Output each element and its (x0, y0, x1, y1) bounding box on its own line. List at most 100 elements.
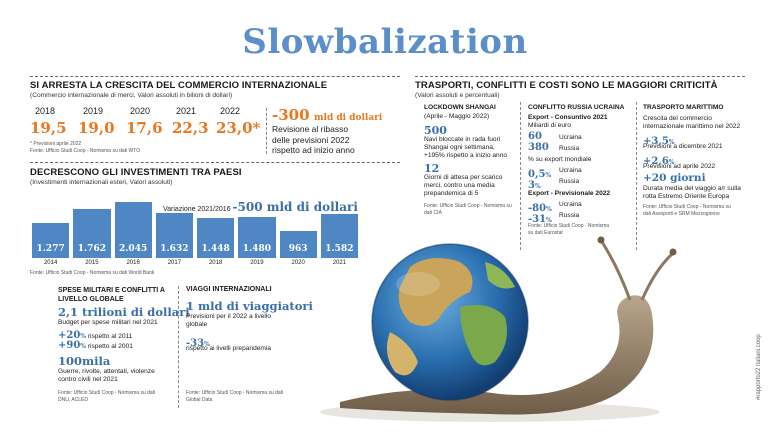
divider (178, 286, 179, 408)
military-big: 2,1 trilioni di dollari (58, 305, 190, 319)
travel-pct-unit: % (204, 341, 210, 348)
divider (520, 102, 521, 250)
investment-bar-chart: 1.277 2014 1.762 2015 2.045 2016 1.632 2017 1.44… (30, 196, 360, 272)
revision-value: -300 (272, 106, 310, 124)
maritime-v1-value: +3,5 (643, 136, 669, 147)
military-big-sub: Budget per spese militari nel 2021 (58, 319, 158, 326)
divider (30, 76, 400, 77)
travel-header: VIAGGI INTERNAZIONALI (186, 286, 272, 293)
military-header: SPESE MILITARI E CONFLITTI A LIVELLO GLO… (58, 286, 165, 304)
chart-x-tick-label: 2015 (85, 260, 99, 266)
ukraine-v1: 60 (528, 131, 542, 142)
trade-year: 2019 (83, 106, 104, 116)
maritime-v3: +20 giorni (643, 172, 706, 184)
military-source-line: DNU, ACLED (58, 396, 89, 403)
chart-x-tick-label: 2016 (126, 260, 140, 266)
invest-subheader: (Investimenti internazionali esteri, Val… (30, 179, 173, 186)
ukraine-v5-value: -80 (528, 203, 547, 214)
ukraine-export-header: Export - Consuntivo 2021 (528, 114, 608, 121)
ukraine-v4: 3% (528, 175, 541, 193)
maritime-source: Fonte: Ufficio Studi Coop - Nomisma su d… (643, 204, 731, 217)
revision-line: Revisione al ribasso (272, 124, 349, 134)
ukraine-v3: 0,5% (528, 164, 551, 182)
side-hashtag: #rapporto22 italiani.coop (756, 334, 762, 400)
military-p1-unit: % (80, 333, 86, 340)
trade-note: * Previsioni aprile 2022 (30, 141, 82, 147)
military-source: Fonte: Ufficio Studi Coop - Nomisma su d… (58, 390, 155, 403)
maritime-t1-line: internazionale marittimo nel 2022 (643, 123, 741, 131)
travel-big: 1 mld di viaggiatori (186, 299, 313, 313)
travel-sub: Previsioni per il 2022 a livello globale (186, 313, 271, 329)
travel-source-line: Global Data (186, 396, 213, 403)
military-p2: +90% rispetto al 2001 (58, 340, 133, 353)
revision-line: delle previsioni 2022 (272, 134, 350, 145)
variation-label: Variazione 2021/2016 (163, 206, 231, 213)
page-title: Slowbalization (242, 22, 528, 62)
maritime-v1-unit: % (668, 139, 675, 146)
chart-x-tick-label: 2018 (208, 260, 223, 266)
ukraine-l6: Russia (559, 212, 580, 219)
lockdown-source-line: Fonte: Ufficio Studi Coop - Nomisma su (424, 203, 512, 209)
ukraine-prev-header: Export - Previsionale 2022 (528, 190, 611, 197)
ukraine-v3-unit: % (545, 172, 552, 179)
chart-bar (73, 209, 111, 258)
trade-value: 19,5 (30, 119, 67, 137)
military-header-line: SPESE MILITARI E CONFLITTI A (58, 287, 165, 294)
revision-text: Revisione al ribasso delle previsioni 20… (272, 124, 355, 156)
lockdown-t2-line: merci, contro una media (424, 182, 495, 190)
military-p1: +20% rispetto al 2011 (58, 330, 132, 343)
ukraine-l2: Russia (559, 145, 580, 152)
military-p1-text: rispetto al 2011 (87, 333, 133, 340)
travel-source-line: Fonte: Ufficio Studi Coop - Nomisma su d… (186, 390, 284, 396)
military-p1-value: +20 (58, 330, 81, 341)
divider (415, 76, 745, 77)
chart-x-tick-label: 2019 (250, 260, 264, 266)
ukraine-v6: -31% (528, 209, 552, 227)
military-p2-text: rispetto al 2001 (87, 343, 133, 350)
lockdown-source: Fonte: Ufficio Studi Coop - Nomisma su d… (424, 203, 512, 216)
trade-values: 2018 2019 2020 2021 2022 19,5 19,0 17,6 … (30, 106, 261, 137)
chart-value-label: 1.582 (325, 244, 354, 254)
chart-x-tick-label: 2020 (291, 260, 305, 266)
ukraine-v6-unit: % (546, 217, 552, 224)
ukraine-source: Fonte: Ufficio Studi Coop - Nomisma su d… (528, 223, 609, 236)
maritime-source-line: Fonte: Ufficio Studi Coop - Nomisma su (643, 204, 731, 210)
trade-year: 2022 (220, 106, 241, 116)
trade-year: 2021 (176, 106, 197, 116)
chart-value-label: 1.277 (36, 244, 65, 254)
trade-value: 23,0* (216, 119, 261, 137)
ukraine-l5: Ucraina (559, 201, 582, 208)
maritime-v1: +3,5% (643, 131, 674, 149)
ukraine-l1: Ucraina (559, 134, 582, 141)
snail-globe-illustration (320, 236, 677, 422)
right-header: TRASPORTI, CONFLITTI E COSTI SONO LE MAG… (415, 80, 718, 91)
trade-header: SI ARRESTA LA CRESCITA DEL COMMERCIO INT… (30, 80, 328, 91)
ukraine-header: CONFLITTO RUSSIA UCRAINA (528, 104, 625, 111)
trade-year: 2018 (35, 106, 56, 116)
trade-year: 2020 (130, 106, 151, 116)
invest-source: Fonte: Ufficio Studi Coop - Nomisma su d… (30, 270, 155, 276)
chart-x-tick-label: 2014 (43, 260, 58, 266)
maritime-t4-line: rotta Estremo Oriente Europa (643, 193, 730, 201)
ukraine-export-sub: Miliardi di euro (528, 122, 571, 129)
chart-value-label: 1.632 (160, 244, 189, 254)
ukraine-v6-value: -31 (528, 214, 547, 225)
revision-line: rispetto ad inizio anno (272, 145, 355, 156)
chart-bar (320, 214, 358, 258)
lockdown-t1: Navi bloccate in rada fuori Shangai ogni… (424, 136, 507, 161)
ukraine-l4: Russia (559, 178, 580, 185)
chart-bar (114, 201, 152, 258)
lockdown-t2-line: Giorni di attesa per scarico (424, 174, 503, 181)
lockdown-t2: Giorni di attesa per scarico merci, cont… (424, 174, 502, 199)
travel-pct-value: -33 (186, 338, 205, 349)
divider (636, 102, 637, 250)
ukraine-v2: 380 (528, 142, 549, 153)
lockdown-n2: 12 (424, 162, 440, 175)
chart-value-label: 1.762 (77, 244, 106, 254)
trade-value: 17,6 (126, 119, 163, 137)
ukraine-v5: -80% (528, 198, 552, 216)
divider (266, 108, 267, 154)
military-p2-value: +90 (58, 340, 81, 351)
trade-value: 19,0 (78, 119, 115, 137)
chart-bar (197, 218, 235, 258)
